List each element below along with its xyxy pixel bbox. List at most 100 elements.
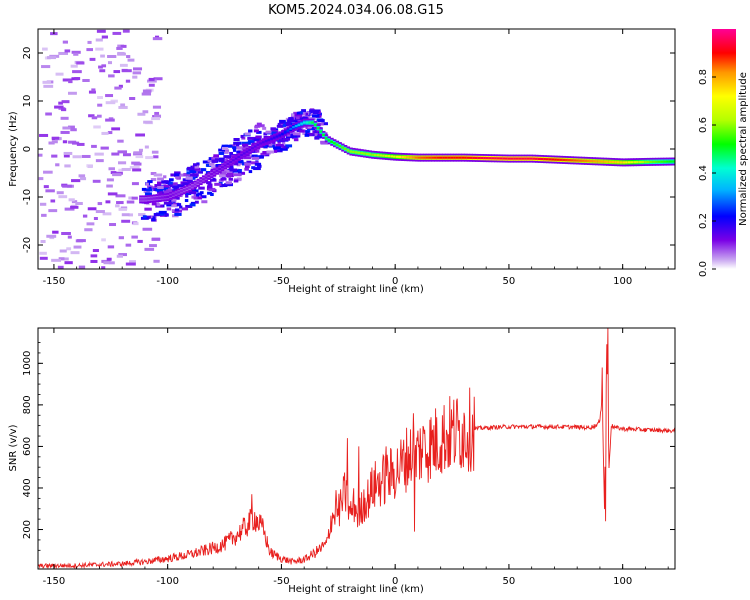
spectrum-cell	[229, 168, 238, 172]
noise-cell	[118, 84, 123, 88]
ridge-core	[286, 129, 290, 132]
noise-cell	[131, 196, 138, 200]
spectrum-cell	[250, 154, 258, 158]
x-tick-label: -100	[156, 576, 179, 587]
spectrum-cell	[296, 111, 303, 115]
ridge-core	[313, 123, 318, 126]
noise-cell	[39, 202, 47, 206]
spectrum-cell	[211, 159, 218, 163]
noise-cell	[107, 61, 113, 65]
ridge-core	[578, 159, 583, 162]
snr-plot-area	[38, 328, 675, 569]
noise-cell	[87, 40, 92, 44]
ridge-core	[428, 156, 432, 159]
noise-cell	[71, 141, 80, 145]
noise-cell	[125, 243, 132, 247]
spectrum-cell	[279, 144, 285, 148]
spectrum-cell	[291, 113, 295, 117]
spectrum-cell	[174, 212, 182, 216]
x-tick-label: 100	[613, 576, 632, 587]
spectrum-cell	[244, 165, 250, 169]
ridge-core	[338, 145, 342, 148]
ridge-core	[565, 158, 569, 162]
noise-cell	[39, 251, 47, 255]
ridge-core	[480, 156, 484, 160]
colorbar-tick-label: 0.4	[698, 165, 709, 181]
spectrum-cell	[293, 138, 299, 142]
noise-cell	[58, 195, 68, 199]
ridge-core	[625, 161, 629, 164]
noise-cell	[108, 74, 115, 78]
spectrum-cell	[209, 162, 215, 166]
ridge-core	[387, 155, 392, 158]
ridge-core	[649, 160, 654, 163]
ridge-core	[515, 157, 520, 160]
ridge-core	[166, 195, 170, 199]
ridge-core	[592, 160, 596, 163]
ridge-core	[559, 158, 563, 161]
spectrum-cell	[173, 196, 180, 200]
spectrum-cell	[255, 135, 262, 139]
noise-cell	[68, 80, 73, 84]
ridge-core	[447, 156, 452, 159]
noise-cell	[152, 37, 163, 41]
noise-cell	[115, 204, 120, 208]
ridge-core	[412, 156, 416, 159]
noise-cell	[122, 29, 130, 33]
ridge-core	[488, 157, 493, 160]
noise-cell	[112, 31, 122, 35]
spectrum-cell	[236, 177, 242, 181]
ridge-core	[436, 156, 441, 159]
ridge-core	[417, 156, 422, 159]
spectrum-cell	[255, 155, 263, 159]
noise-cell	[113, 70, 121, 74]
ridge-core	[535, 157, 539, 160]
noise-cell	[39, 133, 49, 137]
spectrum-cell	[168, 178, 174, 182]
spectrum-cell	[177, 184, 185, 188]
spectrum-cell	[184, 199, 189, 203]
noise-cell	[43, 84, 54, 88]
ridge-core	[360, 152, 364, 155]
ridge-core	[177, 191, 181, 194]
y-tick-label: 20	[22, 47, 33, 60]
noise-cell	[149, 244, 157, 248]
noise-cell	[110, 99, 118, 103]
spectrogram-y-label: Frequency (Hz)	[8, 111, 19, 187]
noise-cell	[93, 125, 101, 129]
spectrum-cell	[299, 129, 305, 133]
ridge-core	[382, 154, 386, 157]
noise-cell	[151, 150, 159, 154]
spectrum-cell	[170, 173, 176, 177]
noise-cell	[96, 114, 102, 118]
noise-cell	[91, 88, 96, 92]
ridge-core	[352, 150, 356, 154]
noise-cell	[78, 265, 86, 269]
ridge-core	[570, 159, 574, 162]
spectrum-cell	[262, 153, 270, 157]
ridge-core	[425, 156, 430, 159]
spectrum-cell	[155, 188, 163, 192]
noise-cell	[150, 172, 157, 176]
spectrum-cell	[314, 136, 320, 140]
noise-cell	[39, 256, 48, 260]
ridge-core	[191, 185, 195, 188]
ridge-core	[324, 137, 329, 140]
noise-cell	[117, 139, 124, 143]
ridge-core	[466, 156, 471, 159]
noise-cell	[129, 97, 136, 101]
spectrum-cell	[262, 126, 267, 130]
noise-cell	[91, 144, 97, 148]
noise-cell	[97, 96, 103, 100]
colorbar: 0.0 0.2 0.4 0.6 0.8 Normalized spectral ampl…	[698, 29, 749, 277]
spectrum-cell	[285, 122, 292, 126]
noise-cell	[116, 254, 123, 258]
ridge-core	[302, 121, 307, 124]
ridge-core	[652, 160, 656, 163]
noise-cell	[97, 103, 103, 107]
x-tick-label: 0	[392, 576, 398, 587]
ridge-core	[540, 157, 544, 161]
noise-cell	[95, 47, 104, 51]
ridge-core	[368, 153, 372, 156]
ridge-core	[308, 121, 312, 124]
